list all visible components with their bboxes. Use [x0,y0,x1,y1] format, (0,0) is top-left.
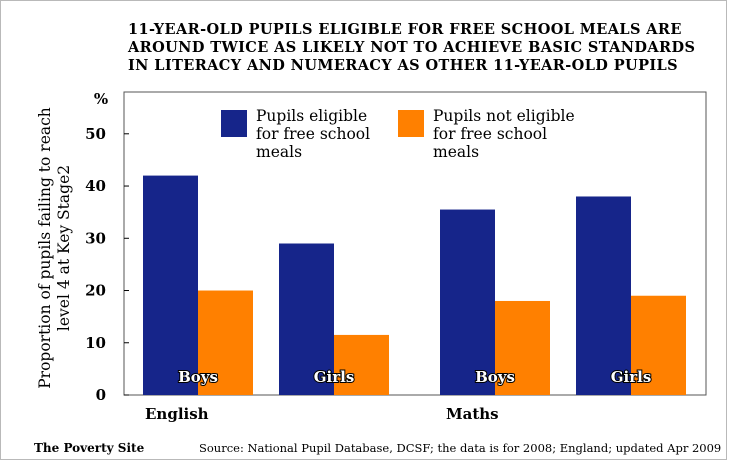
legend-label: meals [433,143,479,161]
legend-swatch [398,110,424,137]
y-tick-label: 30 [85,229,106,247]
bar-not-eligible [198,290,253,395]
y-axis-title-line: Proportion of pupils failing to reach [36,107,54,389]
title-line-3: IN LITERACY AND NUMERACY AS OTHER 11-YEA… [128,57,679,74]
site-name: The Poverty Site [34,441,145,455]
legend-label: meals [256,143,302,161]
y-tick-label: 20 [85,282,106,300]
bar-not-eligible [334,334,389,395]
category-label: Boys [178,368,218,386]
plot-area-border [123,91,707,396]
title-line-1: 11-YEAR-OLD PUPILS ELIGIBLE FOR FREE SCH… [128,21,682,38]
category-label: Girls [314,368,355,386]
y-tick-label: 40 [85,177,106,195]
category-label: Boys [475,368,515,386]
y-axis-title-line: level 4 at Key Stage2 [55,165,73,331]
title-line-2: AROUND TWICE AS LIKELY NOT TO ACHIEVE BA… [128,39,696,56]
source-note: Source: National Pupil Database, DCSF; t… [199,441,722,455]
legend-swatch [221,110,247,137]
bar-eligible [143,175,198,395]
legend-label: for free school [433,125,547,143]
y-unit-label: % [94,90,108,108]
y-tick-label: 10 [85,334,106,352]
y-tick-label: 50 [85,125,106,143]
bar-eligible [279,243,334,395]
category-label: Girls [611,368,652,386]
bar-eligible [576,196,631,395]
group-label: Maths [446,405,499,423]
bar-eligible [440,209,495,395]
legend-label: Pupils not eligible [433,107,575,125]
legend-label: for free school [256,125,370,143]
y-tick-label: 0 [96,386,106,404]
legend-label: Pupils eligible [256,107,367,125]
bar-not-eligible [495,300,550,395]
bar-not-eligible [631,295,686,395]
group-label: English [145,405,209,423]
chart-title: 11-YEAR-OLD PUPILS ELIGIBLE FOR FREE SCH… [128,21,708,75]
